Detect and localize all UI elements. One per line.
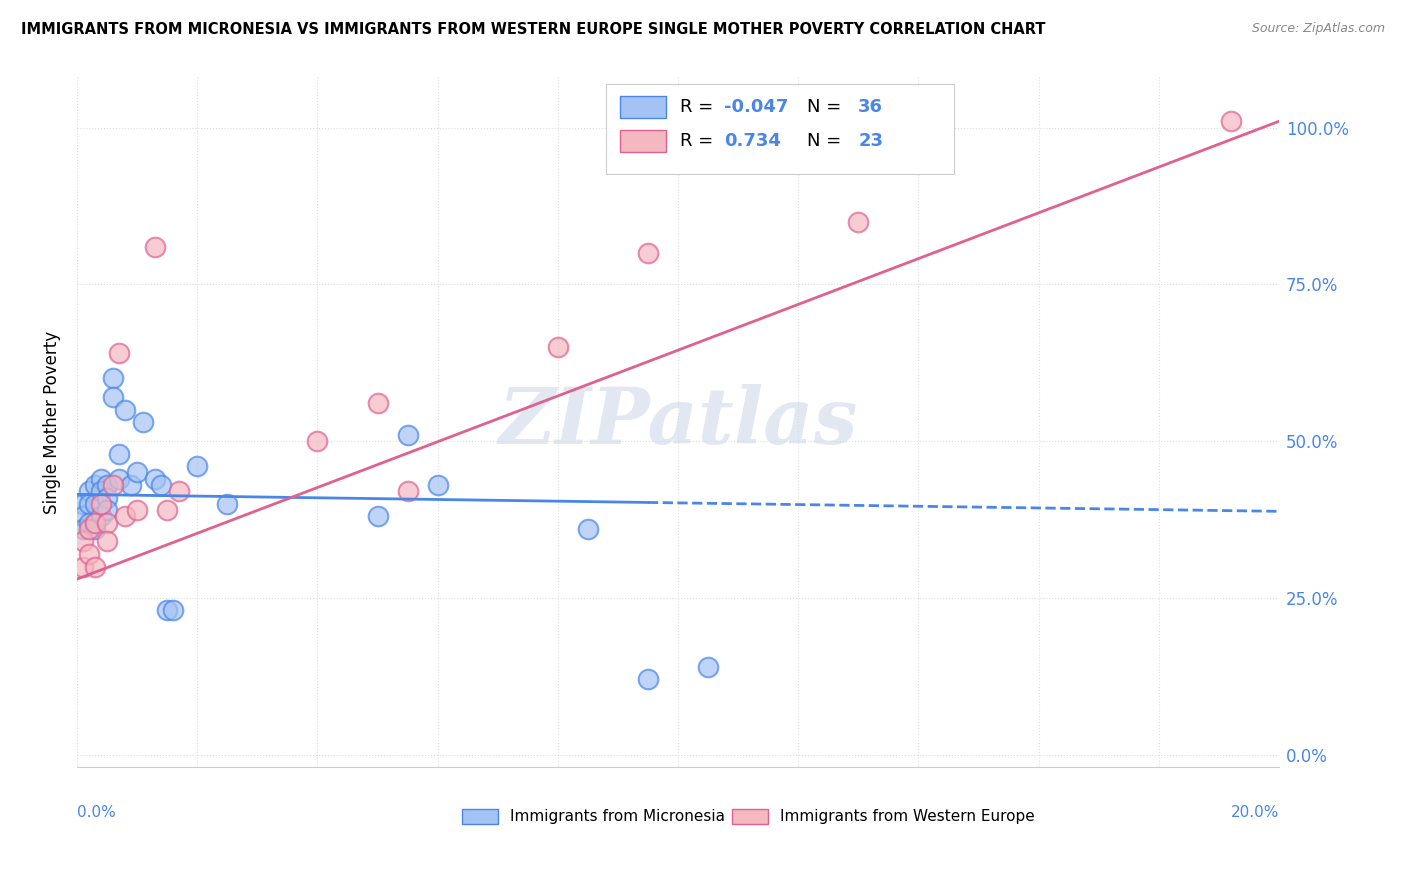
Point bbox=[72, 509, 94, 524]
Point bbox=[72, 497, 94, 511]
Point bbox=[1219, 114, 1241, 128]
Point bbox=[396, 484, 419, 499]
Point bbox=[108, 472, 131, 486]
Point bbox=[108, 346, 131, 360]
Point bbox=[367, 396, 389, 410]
Point bbox=[90, 509, 112, 524]
Point bbox=[72, 522, 94, 536]
Text: 23: 23 bbox=[858, 132, 883, 150]
Point bbox=[77, 522, 100, 536]
Point bbox=[96, 534, 118, 549]
Point bbox=[367, 509, 389, 524]
Text: R =: R = bbox=[681, 98, 720, 116]
Text: N =: N = bbox=[807, 98, 846, 116]
Point bbox=[307, 434, 329, 449]
Text: 0.0%: 0.0% bbox=[77, 805, 115, 820]
Point bbox=[101, 390, 124, 404]
Point bbox=[84, 516, 107, 530]
Point bbox=[120, 478, 142, 492]
Point bbox=[96, 478, 118, 492]
Text: 0.734: 0.734 bbox=[724, 132, 780, 150]
Point bbox=[72, 534, 94, 549]
Point bbox=[547, 340, 569, 354]
FancyBboxPatch shape bbox=[733, 808, 768, 823]
Point bbox=[84, 497, 107, 511]
Point bbox=[186, 459, 208, 474]
Point bbox=[84, 516, 107, 530]
Text: ZIPatlas: ZIPatlas bbox=[498, 384, 858, 460]
Point bbox=[101, 371, 124, 385]
Point bbox=[77, 497, 100, 511]
FancyBboxPatch shape bbox=[620, 130, 666, 152]
Point bbox=[162, 603, 184, 617]
Point bbox=[101, 478, 124, 492]
Point bbox=[90, 472, 112, 486]
Point bbox=[150, 478, 173, 492]
Point bbox=[846, 214, 869, 228]
Point bbox=[77, 547, 100, 561]
Point bbox=[84, 559, 107, 574]
Point bbox=[576, 522, 599, 536]
Text: N =: N = bbox=[807, 132, 846, 150]
Point bbox=[156, 603, 179, 617]
FancyBboxPatch shape bbox=[606, 85, 955, 174]
Point bbox=[156, 503, 179, 517]
Text: 20.0%: 20.0% bbox=[1230, 805, 1279, 820]
Point bbox=[114, 509, 136, 524]
Text: IMMIGRANTS FROM MICRONESIA VS IMMIGRANTS FROM WESTERN EUROPE SINGLE MOTHER POVER: IMMIGRANTS FROM MICRONESIA VS IMMIGRANTS… bbox=[21, 22, 1046, 37]
Point bbox=[143, 472, 166, 486]
FancyBboxPatch shape bbox=[461, 808, 498, 823]
Y-axis label: Single Mother Poverty: Single Mother Poverty bbox=[44, 331, 60, 514]
Point bbox=[114, 402, 136, 417]
Point bbox=[637, 673, 659, 687]
Point bbox=[84, 522, 107, 536]
Point bbox=[167, 484, 190, 499]
Text: R =: R = bbox=[681, 132, 725, 150]
Point bbox=[72, 559, 94, 574]
Point bbox=[143, 240, 166, 254]
Point bbox=[637, 246, 659, 260]
Point bbox=[426, 478, 449, 492]
Point bbox=[217, 497, 239, 511]
Text: Source: ZipAtlas.com: Source: ZipAtlas.com bbox=[1251, 22, 1385, 36]
Point bbox=[96, 491, 118, 505]
Text: 36: 36 bbox=[858, 98, 883, 116]
Point bbox=[90, 484, 112, 499]
Point bbox=[127, 503, 149, 517]
Point bbox=[96, 503, 118, 517]
Point bbox=[77, 484, 100, 499]
Point bbox=[132, 415, 155, 429]
Point bbox=[396, 427, 419, 442]
Text: -0.047: -0.047 bbox=[724, 98, 787, 116]
Text: Immigrants from Micronesia: Immigrants from Micronesia bbox=[510, 809, 724, 823]
Point bbox=[90, 497, 112, 511]
Point bbox=[96, 516, 118, 530]
Point bbox=[108, 447, 131, 461]
Point bbox=[127, 466, 149, 480]
Point bbox=[84, 478, 107, 492]
Point bbox=[77, 516, 100, 530]
Point bbox=[697, 660, 720, 674]
FancyBboxPatch shape bbox=[620, 96, 666, 118]
Text: Immigrants from Western Europe: Immigrants from Western Europe bbox=[780, 809, 1035, 823]
